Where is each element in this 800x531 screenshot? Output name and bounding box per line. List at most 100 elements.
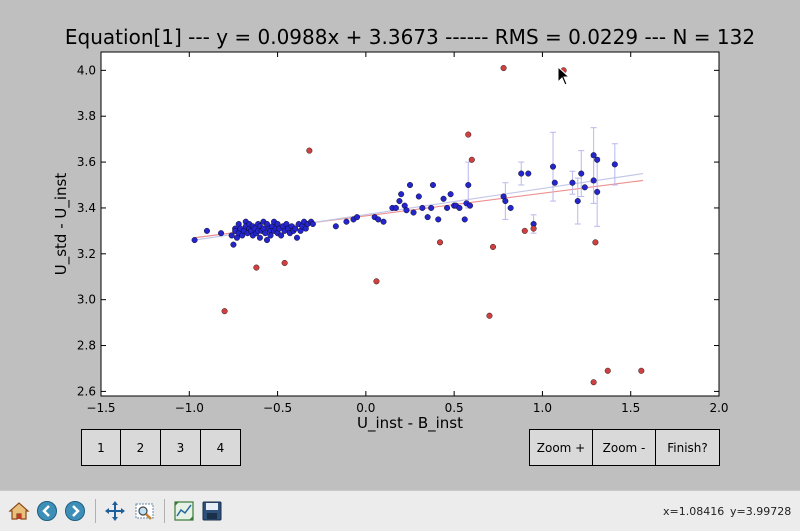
outlier-point (306, 147, 313, 154)
data-point (440, 195, 447, 202)
data-point (525, 170, 532, 177)
home-icon[interactable] (8, 500, 30, 522)
data-point (415, 193, 422, 200)
data-point (507, 204, 514, 211)
subplots-icon[interactable] (173, 500, 195, 522)
x-tick-label: 1.0 (533, 401, 552, 415)
x-tick-label: 1.5 (621, 401, 640, 415)
data-point (550, 163, 557, 170)
mouse-pointer-icon (557, 66, 571, 86)
outlier-point (486, 312, 493, 319)
y-tick-label: 3.8 (77, 109, 96, 123)
data-point (590, 177, 597, 184)
data-point (456, 204, 463, 211)
chart-title: Equation[1] --- y = 0.0988x + 3.3673 ---… (65, 25, 755, 49)
data-point (444, 204, 451, 211)
y-tick-label: 3.6 (77, 155, 96, 169)
zoom-in-button[interactable]: Zoom + (529, 429, 593, 466)
data-point (396, 198, 403, 205)
zoom-out-button[interactable]: Zoom - (592, 429, 656, 466)
data-point (256, 234, 263, 241)
outlier-point (521, 227, 528, 234)
navigation-toolbar: x=1.08416 y=3.99728 (0, 490, 800, 531)
forward-icon[interactable] (64, 500, 86, 522)
y-coordinate-readout: y=3.99728 (730, 505, 792, 518)
outlier-point (604, 367, 611, 374)
data-point (398, 191, 405, 198)
data-point (518, 170, 525, 177)
plot-area (100, 51, 720, 397)
button-3[interactable]: 3 (160, 429, 201, 466)
data-point (380, 218, 387, 225)
data-point (428, 204, 435, 211)
x-axis: −1.5 −1.0 −0.5 0.0 0.5 1.0 1.5 2.0 (86, 52, 729, 415)
outlier-point (253, 264, 260, 271)
outlier-point (500, 65, 507, 72)
x-tick-label: −0.5 (263, 401, 292, 415)
y-axis-label: U_std - U_inst (52, 173, 71, 276)
data-point (569, 179, 576, 186)
x-tick-label: −1.0 (175, 401, 204, 415)
outlier-point (437, 239, 444, 246)
data-point (424, 214, 431, 221)
y-tick-label: 4.0 (77, 63, 96, 77)
data-point (263, 237, 270, 244)
pan-icon[interactable] (104, 500, 126, 522)
button-4[interactable]: 4 (200, 429, 241, 466)
data-point (228, 232, 235, 239)
data-point (293, 234, 300, 241)
data-point (590, 152, 597, 159)
data-point (403, 207, 410, 214)
outlier-point (638, 367, 645, 374)
data-point (502, 198, 509, 205)
x-tick-label: 0.5 (445, 401, 464, 415)
data-point (594, 156, 601, 163)
data-point (429, 182, 436, 189)
y-tick-label: 2.8 (77, 339, 96, 353)
toolbar-separator (95, 499, 96, 523)
data-point (410, 209, 417, 216)
x-coordinate-readout: x=1.08416 (663, 505, 725, 518)
data-point (611, 161, 618, 168)
x-tick-label: 2.0 (709, 401, 728, 415)
data-point (574, 198, 581, 205)
data-point (292, 225, 299, 232)
plot-canvas[interactable]: Equation[1] --- y = 0.0988x + 3.3673 ---… (0, 0, 800, 490)
data-point (332, 223, 339, 230)
data-point (419, 204, 426, 211)
data-point (343, 218, 350, 225)
button-1[interactable]: 1 (81, 429, 121, 466)
data-point (191, 237, 198, 244)
data-point (465, 182, 472, 189)
data-point (375, 216, 382, 223)
outlier-point (530, 225, 537, 232)
data-point (461, 216, 468, 223)
outlier-point (468, 156, 475, 163)
back-icon[interactable] (36, 500, 58, 522)
save-icon[interactable] (201, 500, 223, 522)
data-point (230, 241, 237, 248)
outlier-point (590, 379, 597, 386)
finish-button[interactable]: Finish? (655, 429, 720, 466)
outlier-point (281, 259, 288, 266)
data-point (594, 188, 601, 195)
button-2[interactable]: 2 (120, 429, 161, 466)
x-tick-label: 0.0 (356, 401, 375, 415)
data-point (551, 179, 558, 186)
data-point (578, 170, 585, 177)
data-point (467, 202, 474, 209)
data-point (392, 204, 399, 211)
x-tick-label: −1.5 (86, 401, 115, 415)
data-point (354, 214, 361, 221)
y-tick-label: 3.4 (77, 201, 96, 215)
y-tick-label: 3.0 (77, 293, 96, 307)
x-axis-label: U_inst - B_inst (357, 414, 463, 433)
outlier-point (373, 278, 380, 285)
y-tick-label: 2.6 (77, 384, 96, 398)
toolbar-separator (164, 499, 165, 523)
data-point (203, 227, 210, 234)
outlier-point (465, 131, 472, 138)
data-point (278, 232, 285, 239)
data-point (435, 216, 442, 223)
zoom-rect-icon[interactable] (134, 500, 156, 522)
